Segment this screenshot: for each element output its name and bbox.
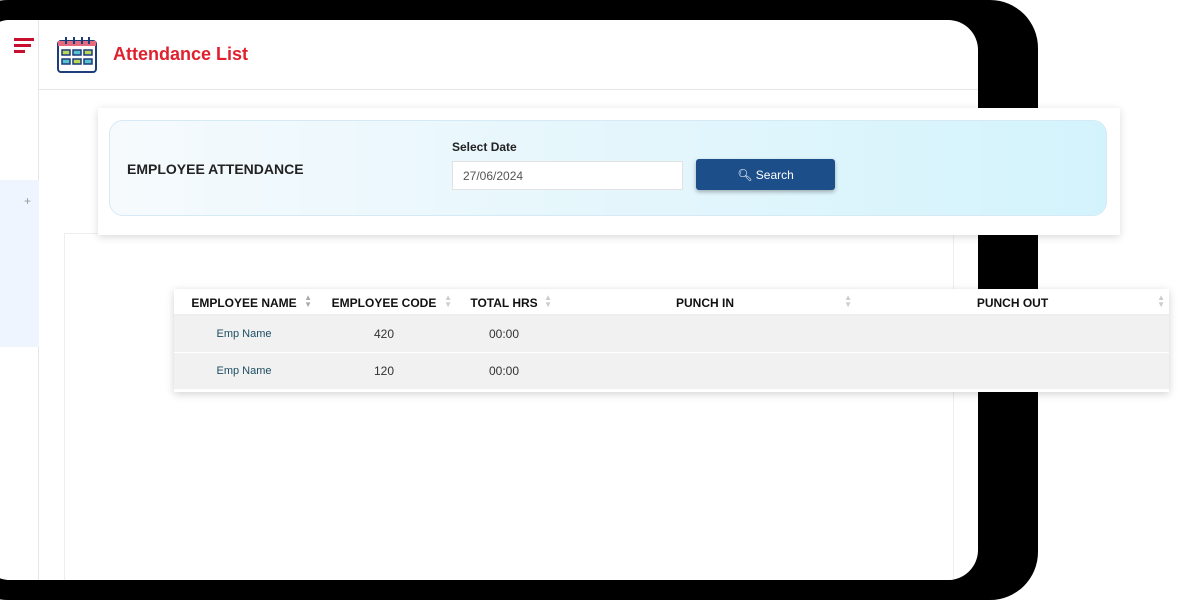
sort-icon[interactable]: ▲ ▼	[544, 293, 552, 309]
filter-card: EMPLOYEE ATTENDANCE Select Date 🔍︎ Searc…	[98, 108, 1120, 235]
column-label: EMPLOYEE CODE	[331, 296, 437, 310]
sidebar-item-selected[interactable]	[0, 180, 39, 347]
table-row[interactable]: Emp Name 120 00:00	[174, 353, 1169, 390]
total-hrs: 00:00	[488, 327, 520, 341]
header: Attendance List	[39, 20, 978, 90]
content-panel	[64, 233, 954, 580]
filter-panel: EMPLOYEE ATTENDANCE Select Date 🔍︎ Searc…	[109, 120, 1107, 216]
search-button[interactable]: 🔍︎ Search	[696, 159, 835, 190]
column-label: EMPLOYEE NAME	[191, 296, 297, 310]
calendar-icon	[57, 37, 97, 73]
page-title: Attendance List	[113, 44, 249, 64]
expand-icon[interactable]: +	[24, 194, 32, 208]
column-header-name[interactable]: EMPLOYEE NAME ▲ ▼	[174, 289, 314, 314]
column-label: PUNCH OUT	[976, 296, 1049, 310]
sort-icon[interactable]: ▲ ▼	[844, 293, 852, 309]
employee-name[interactable]: Emp Name	[216, 328, 272, 340]
column-label: TOTAL HRS	[470, 296, 538, 310]
search-label: Search	[755, 167, 794, 182]
total-hrs: 00:00	[488, 364, 520, 378]
table-header: EMPLOYEE NAME ▲ ▼ EMPLOYEE CODE ▲ ▼ TOTAL HR…	[174, 289, 1169, 316]
column-header-total[interactable]: TOTAL HRS ▲ ▼	[454, 289, 554, 314]
sort-icon[interactable]: ▲ ▼	[1157, 293, 1165, 309]
employee-name[interactable]: Emp Name	[216, 365, 272, 377]
date-input[interactable]	[452, 161, 683, 190]
employee-code: 120	[373, 364, 395, 378]
column-label: PUNCH IN	[675, 296, 734, 310]
table-row[interactable]: Emp Name 420 00:00	[174, 316, 1169, 353]
search-icon: 🔍︎	[737, 167, 753, 182]
attendance-table: EMPLOYEE NAME ▲ ▼ EMPLOYEE CODE ▲ ▼ TOTAL HR…	[174, 289, 1169, 392]
menu-icon[interactable]	[14, 38, 34, 56]
column-header-punch-out[interactable]: PUNCH OUT ▲ ▼	[856, 289, 1169, 314]
section-heading: EMPLOYEE ATTENDANCE	[127, 161, 304, 177]
date-label: Select Date	[452, 140, 517, 154]
sidebar: ent + =	[0, 20, 39, 580]
column-header-code[interactable]: EMPLOYEE CODE ▲ ▼	[314, 289, 454, 314]
employee-code: 420	[373, 327, 395, 341]
sort-icon[interactable]: ▲ ▼	[444, 293, 452, 309]
column-header-punch-in[interactable]: PUNCH IN ▲ ▼	[554, 289, 856, 314]
sort-icon[interactable]: ▲ ▼	[304, 293, 312, 309]
